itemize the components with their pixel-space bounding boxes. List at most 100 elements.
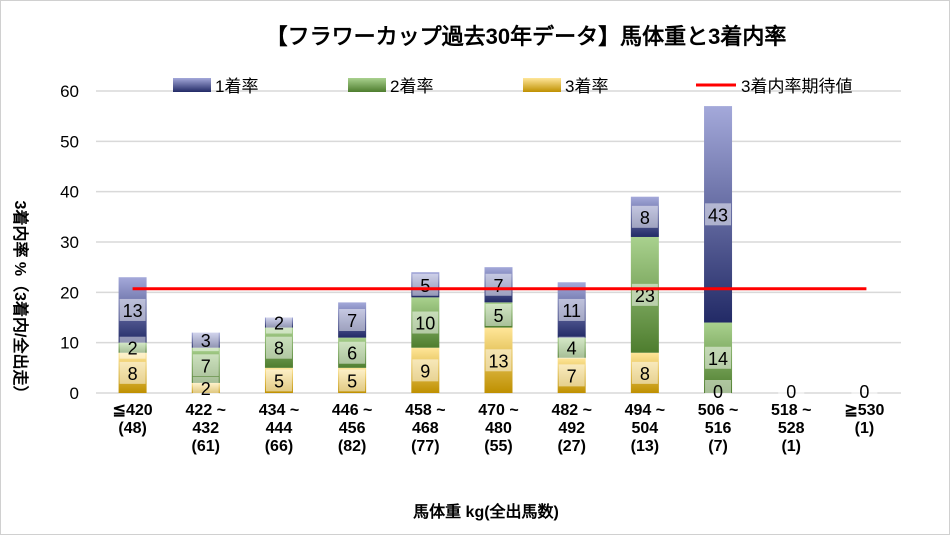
x-tick-label-line: (27) [557,438,585,455]
x-tick-label-line: 470 ~ [478,402,518,419]
x-tick-label: 494 ~504 (13) [625,402,665,455]
x-tick-label: ≦420 (48) [113,402,153,437]
x-tick-label-line: (1) [855,420,875,437]
data-label-box [631,361,658,384]
legend-label: 3着内率期待値 [741,77,852,96]
x-tick-label-line: (82) [338,438,366,455]
x-tick-label: ≧530 (1) [844,402,884,437]
x-tick-label: 506 ~516 (7) [698,402,738,455]
data-label-box [119,361,146,384]
y-tick-label: 20 [60,283,79,302]
data-label: 4 [567,339,577,359]
data-label-box [558,336,585,359]
x-tick-label: 518 ~528 (1) [771,402,811,455]
data-label-box [558,364,585,387]
x-tick-label-line: 468 [412,420,439,437]
data-label-box [705,203,732,226]
data-label-box [412,359,439,382]
x-tick-label-line: (77) [411,438,439,455]
legend-swatch [173,78,211,92]
x-tick-label-line: 422 ~ [186,402,226,419]
data-label-box [705,346,732,369]
data-label: 5 [420,276,430,296]
data-label: 0 [786,382,796,402]
x-tick-label-line: 444 [266,420,293,437]
data-label: 14 [708,349,728,369]
y-tick-label: 60 [60,82,79,101]
x-tick-label: 422 ~432 (61) [186,402,226,455]
data-label: 5 [347,371,357,391]
data-label: 8 [274,339,284,359]
data-label-box [265,369,292,392]
data-label: 0 [859,382,869,402]
data-label-box [192,354,219,377]
data-label: 10 [415,314,435,334]
x-tick-label-line: 518 ~ [771,402,811,419]
x-tick-label-line: 506 ~ [698,402,738,419]
x-tick-label-line: ≦420 [113,402,153,419]
data-label: 9 [420,361,430,381]
data-label: 43 [708,205,728,225]
legend-swatch [523,78,561,92]
y-tick-label: 40 [60,183,79,202]
data-label: 3 [201,331,211,351]
data-label: 7 [493,276,503,296]
legend-swatch [348,78,386,92]
data-label: 5 [493,306,503,326]
data-label-box [778,380,805,402]
x-tick-label-line: (1) [781,438,801,455]
data-label-box [631,205,658,228]
legend-label: 3着率 [565,77,608,96]
data-label: 7 [567,366,577,386]
data-label: 8 [128,364,138,384]
x-tick-label: 470 ~480 (55) [478,402,518,455]
data-label: 6 [347,344,357,364]
data-label: 11 [562,301,581,321]
chart-title: 【フラワーカップ過去30年データ】馬体重と3着内率 [266,24,787,49]
y-tick-label: 10 [60,334,79,353]
data-label-box [119,298,146,321]
data-label-box [339,309,366,332]
x-tick-label-line: 458 ~ [405,402,445,419]
x-tick-label-line: (61) [192,438,220,455]
x-axis-title: 馬体重 kg(全出馬数) [413,502,559,521]
data-label: 2 [274,314,284,334]
x-tick-label: 434 ~444 (66) [259,402,299,455]
data-label-box [705,380,732,402]
x-tick-label-line: (48) [118,420,146,437]
data-label: 7 [347,311,357,331]
data-label: 7 [201,356,211,376]
data-label-box [192,329,219,352]
data-label: 23 [635,286,655,306]
data-label: 2 [128,339,138,359]
x-tick-label-line: 432 [192,420,219,437]
data-label-box [485,349,512,372]
data-label: 8 [640,208,650,228]
y-tick-label: 30 [60,233,79,252]
x-tick-label-line: 504 [632,420,659,437]
x-tick-label-line: 516 [705,420,732,437]
data-label-box [339,369,366,392]
x-tick-label-line: (13) [631,438,659,455]
x-tick-label-line: (66) [265,438,293,455]
x-tick-label: 482 ~492 (27) [551,402,591,455]
data-label-box [558,298,585,321]
x-tick-label-line: (55) [484,438,512,455]
data-label: 8 [640,364,650,384]
data-label-box [192,376,219,399]
data-label: 5 [274,371,284,391]
data-label: 2 [201,379,211,399]
data-label: 13 [123,301,143,321]
x-tick-label-line: 480 [485,420,512,437]
data-label: 0 [713,382,723,402]
data-label-box [119,336,146,359]
data-label-box [412,311,439,334]
data-label: 13 [488,351,508,371]
legend-label: 1着率 [215,77,258,96]
y-tick-label: 0 [70,384,79,403]
x-tick-label-line: 482 ~ [551,402,591,419]
x-tick-label-line: (7) [708,438,728,455]
x-tick-label: 446 ~456 (82) [332,402,372,455]
